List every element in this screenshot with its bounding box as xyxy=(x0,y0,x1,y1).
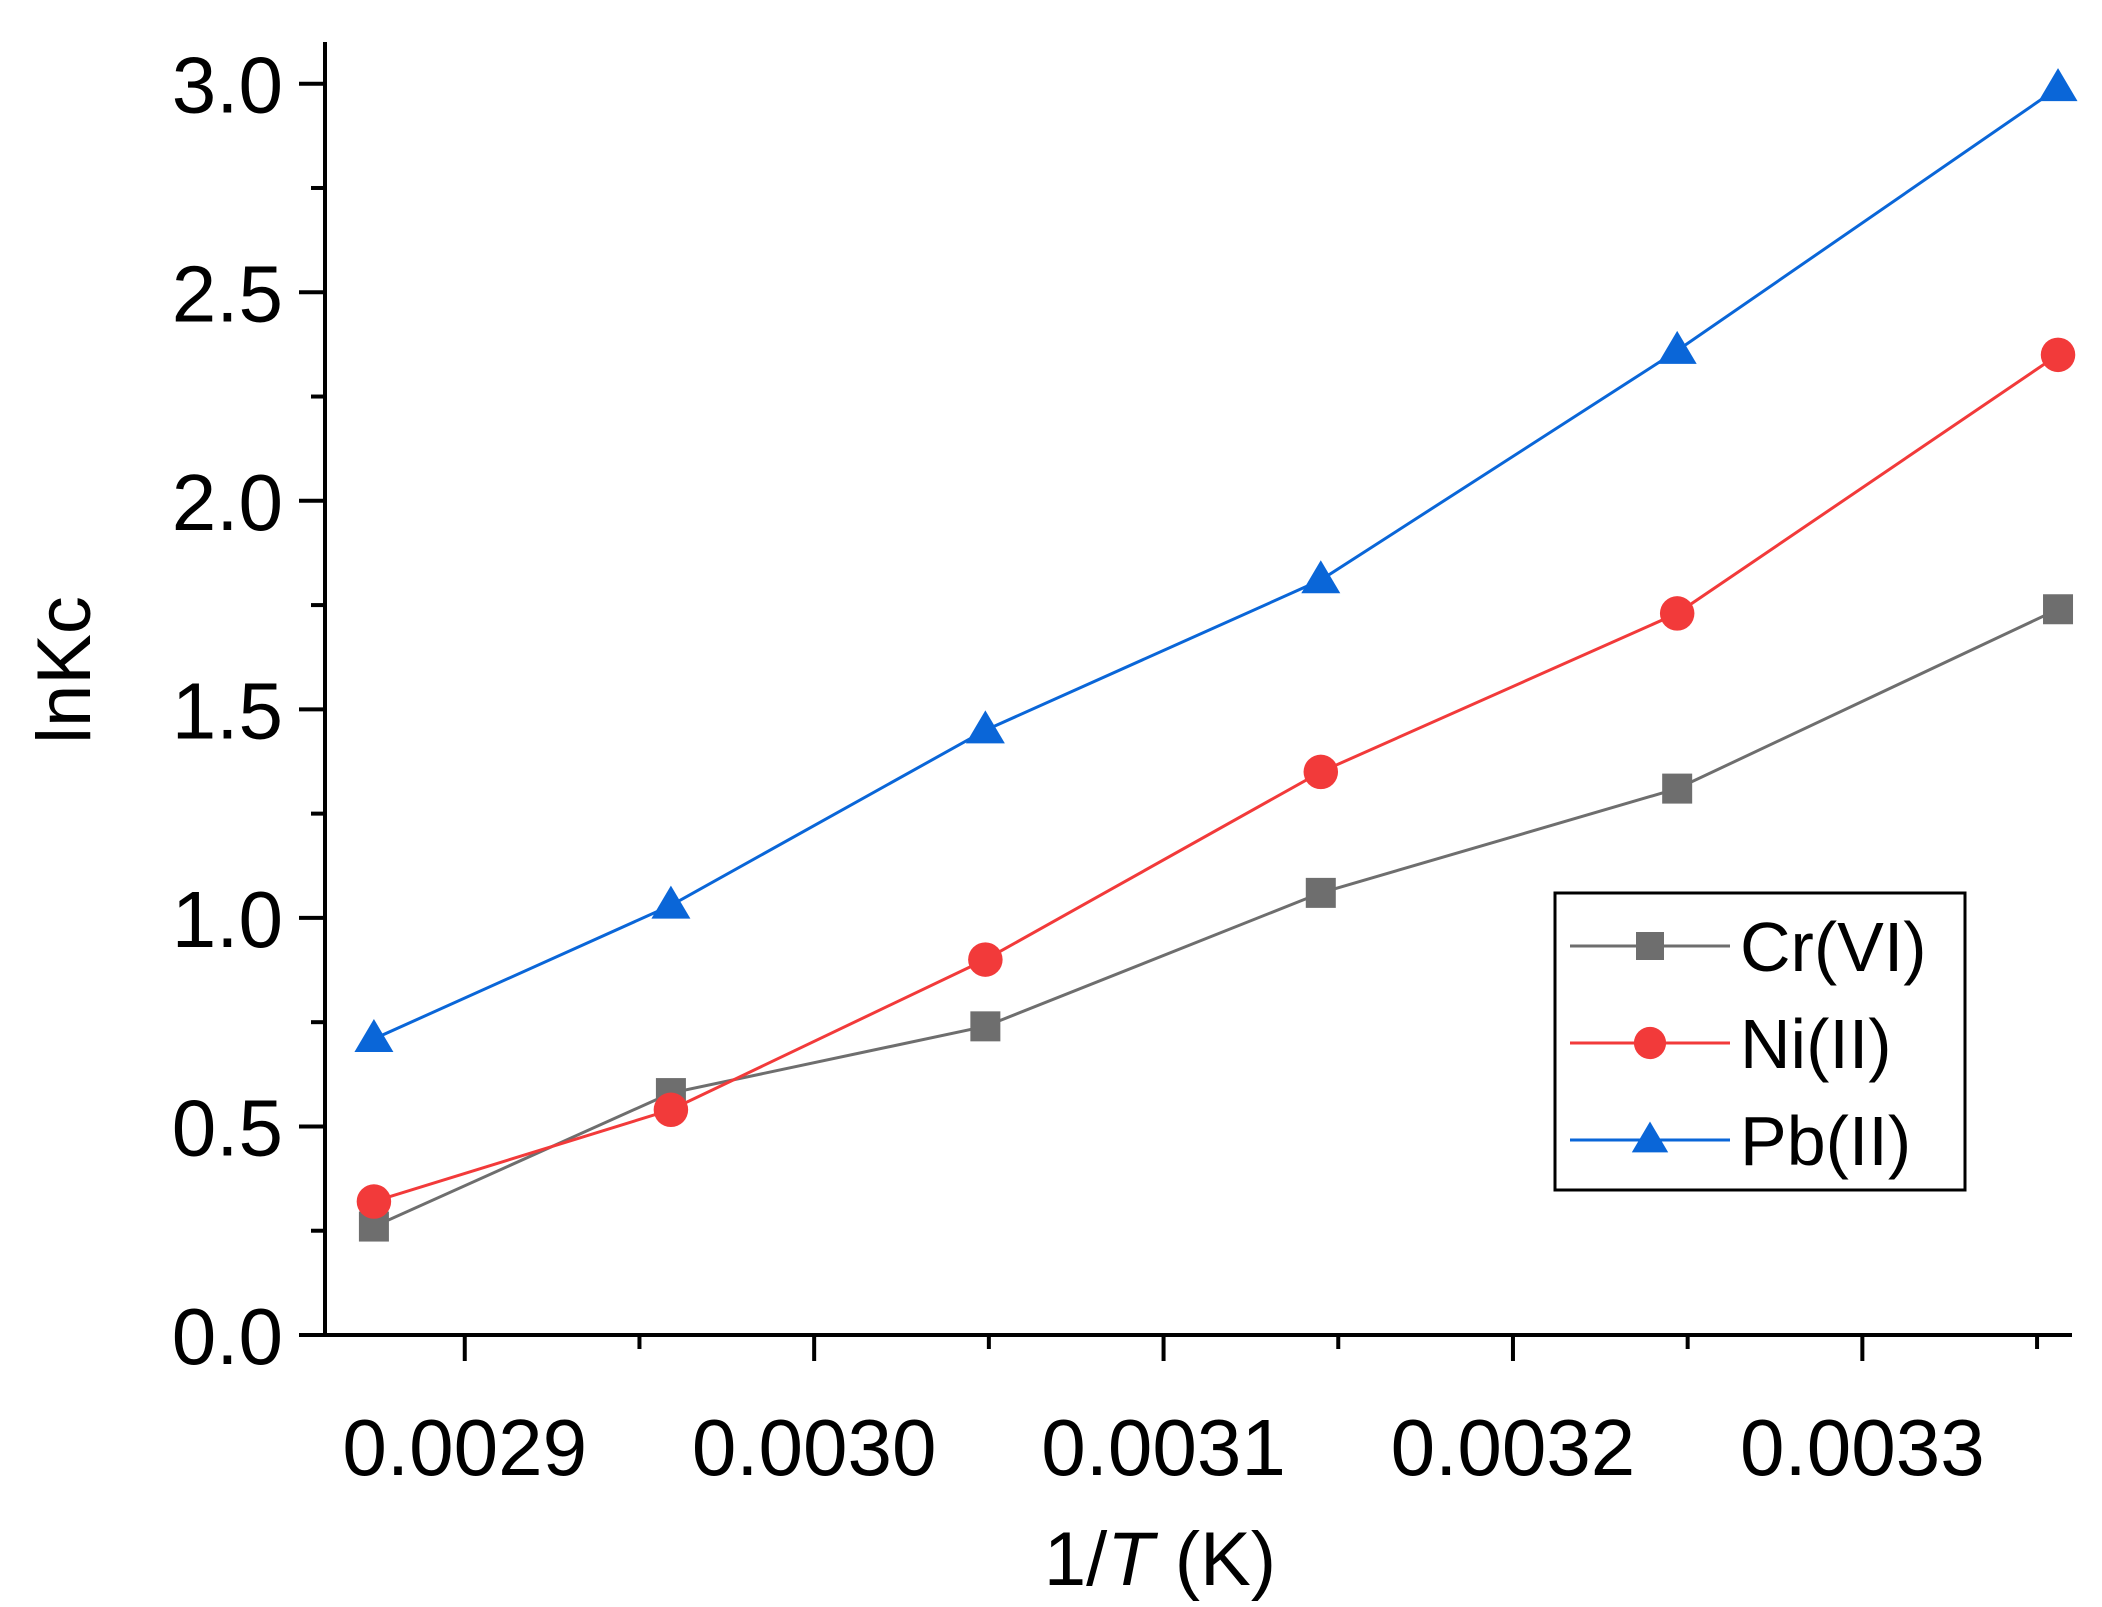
data-point-triangle xyxy=(354,1019,394,1053)
x-axis-label-prefix: 1/ xyxy=(1044,1517,1108,1602)
data-point-circle xyxy=(1659,596,1695,631)
data-point-circle xyxy=(1633,1026,1667,1060)
y-tick-label: 1.0 xyxy=(172,875,283,964)
legend-item: Ni(II) xyxy=(1570,1005,1892,1083)
data-point-triangle xyxy=(651,885,691,919)
data-point-circle xyxy=(1303,754,1339,790)
x-tick-label: 0.0030 xyxy=(692,1403,937,1492)
x-tick-label: 0.0031 xyxy=(1041,1403,1286,1492)
axes xyxy=(323,42,2072,1337)
data-point-square xyxy=(970,1011,1001,1042)
data-point-circle xyxy=(653,1092,689,1128)
y-tick-label: 2.0 xyxy=(172,458,283,547)
series-pb-ii- xyxy=(354,68,2078,1053)
data-point-triangle xyxy=(1657,330,1697,364)
series-layer xyxy=(354,68,2078,1242)
series-line xyxy=(373,607,2059,1228)
x-tick-label: 0.0029 xyxy=(342,1403,587,1492)
y-tick-label: 1.5 xyxy=(172,666,283,755)
data-point-square xyxy=(1662,773,1693,804)
data-point-circle xyxy=(968,942,1003,977)
x-tick-label: 0.0032 xyxy=(1391,1403,1636,1492)
series-ni-ii- xyxy=(356,337,2076,1219)
data-point-triangle xyxy=(2038,68,2078,102)
y-tick-label: 3.0 xyxy=(172,41,283,130)
legend-label: Cr(VI) xyxy=(1740,908,1927,986)
y-axis-label: lnKc xyxy=(22,596,107,744)
data-point-triangle xyxy=(965,710,1005,744)
data-point-circle xyxy=(356,1184,392,1219)
x-axis-label-variable: T xyxy=(1107,1517,1158,1602)
y-tick-label: 0.0 xyxy=(172,1292,283,1381)
data-point-square xyxy=(1636,932,1664,960)
x-axis-label: 1/T (K) xyxy=(1044,1517,1276,1602)
y-tick-label: 2.5 xyxy=(172,249,283,338)
legend: Cr(VI) Ni(II) Pb(II) xyxy=(1553,891,1967,1192)
data-point-triangle xyxy=(1301,560,1341,594)
x-axis-ticks: 0.0029 0.0030 0.0031 0.0032 0.0033 xyxy=(342,1335,2040,1492)
series-line xyxy=(373,86,2059,1041)
series-line xyxy=(373,353,2059,1203)
data-point-square xyxy=(2043,594,2074,625)
legend-item: Cr(VI) xyxy=(1570,908,1927,986)
y-axis-ticks: 0.0 0.5 1.0 1.5 2.0 2.5 3.0 xyxy=(172,41,325,1381)
x-axis-label-suffix: (K) xyxy=(1154,1517,1276,1602)
x-tick-label: 0.0033 xyxy=(1740,1403,1985,1492)
data-point-triangle xyxy=(1631,1121,1669,1153)
legend-item: Pb(II) xyxy=(1570,1102,1911,1180)
data-point-circle xyxy=(2040,337,2076,373)
y-tick-label: 0.5 xyxy=(172,1083,283,1172)
data-point-square xyxy=(1305,877,1336,908)
legend-label: Ni(II) xyxy=(1740,1005,1892,1083)
legend-label: Pb(II) xyxy=(1740,1102,1911,1180)
